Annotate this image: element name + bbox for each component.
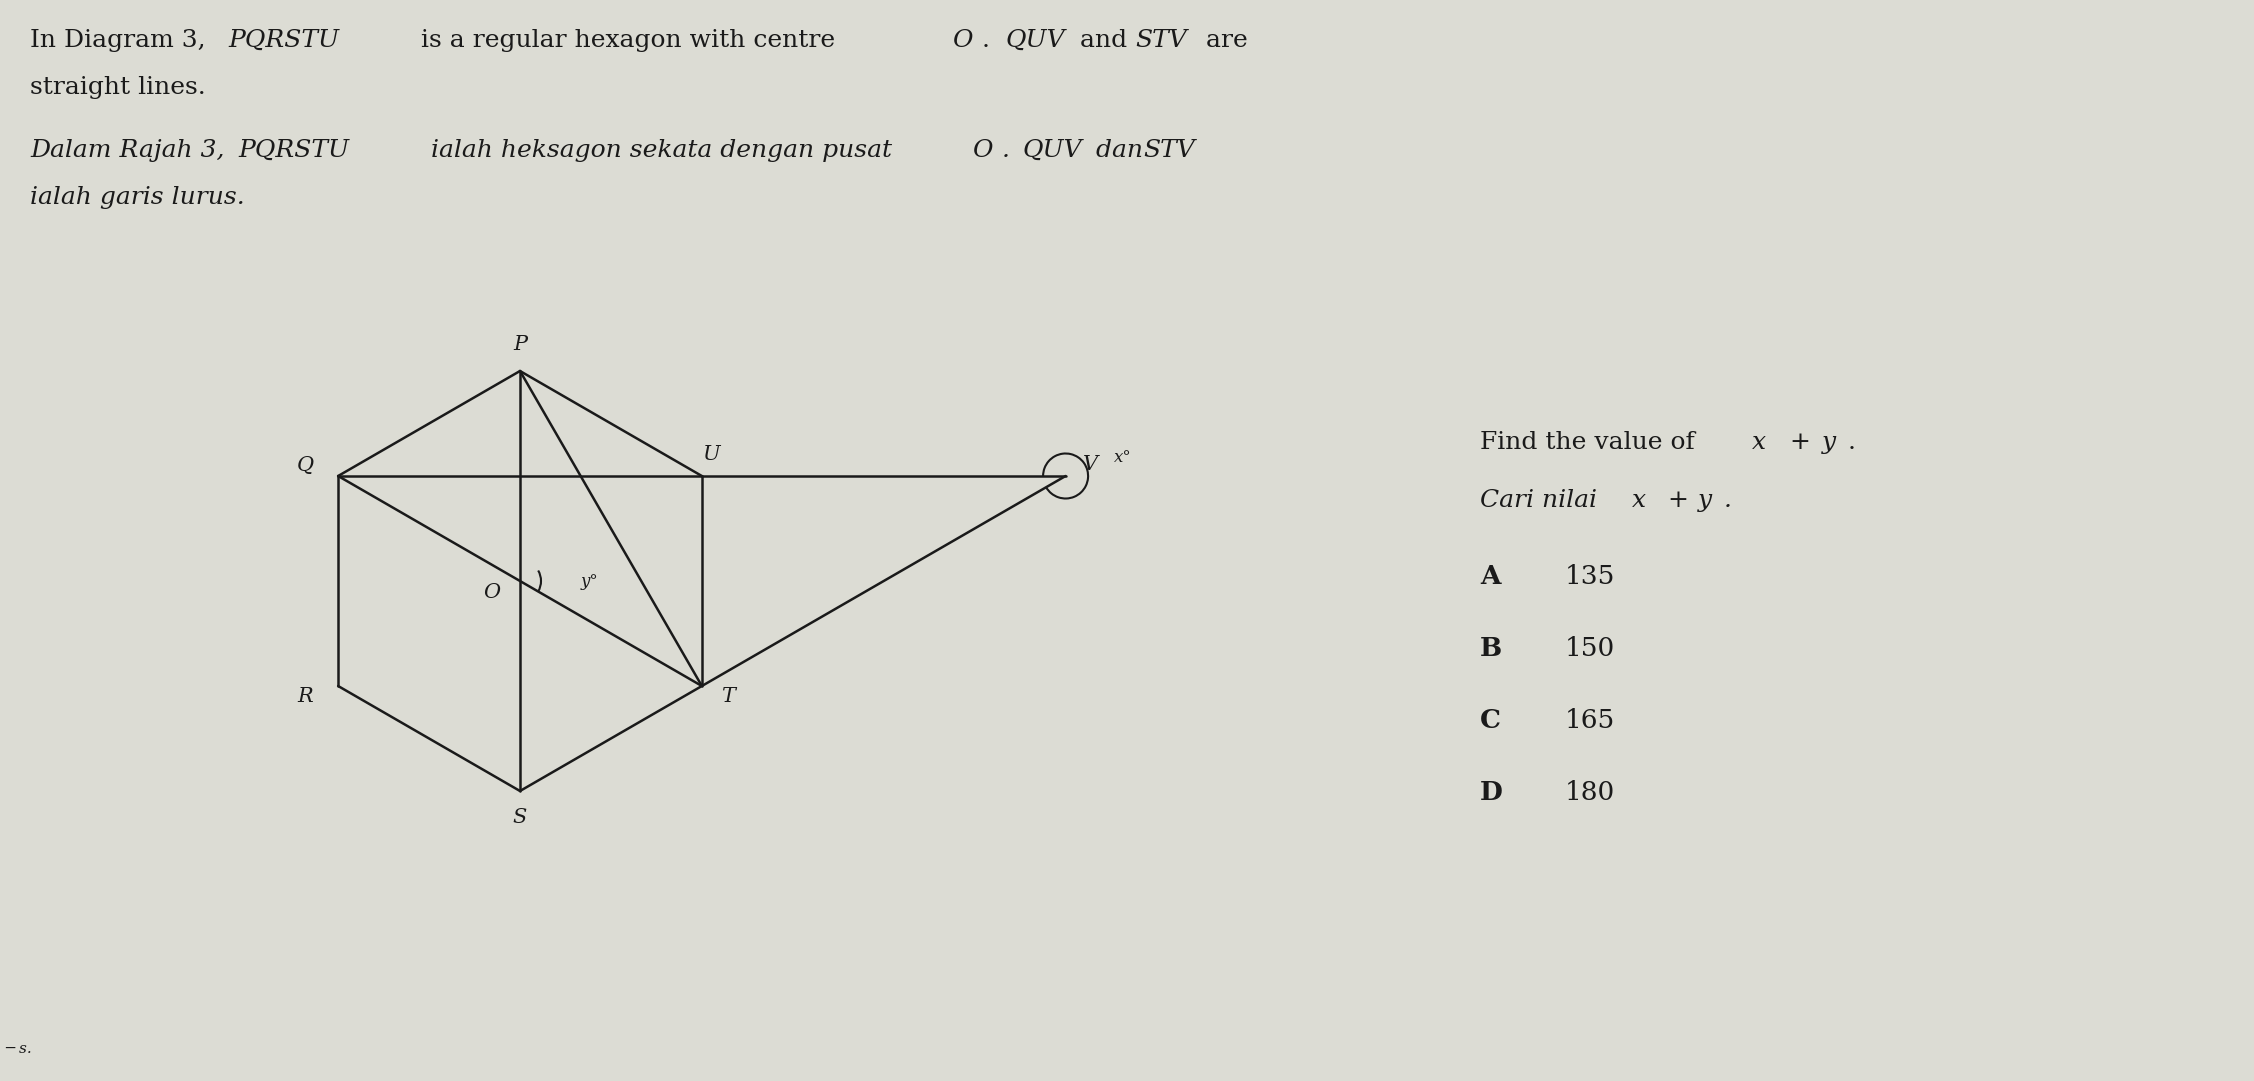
Text: ─ s.: ─ s. (5, 1042, 32, 1056)
Text: ialah garis lurus.: ialah garis lurus. (29, 186, 246, 209)
Text: .: . (1724, 489, 1731, 512)
Text: 165: 165 (1564, 708, 1616, 733)
Text: U: U (701, 444, 719, 464)
Text: y°: y° (582, 573, 600, 589)
Text: O: O (482, 584, 500, 602)
Text: Find the value of: Find the value of (1481, 431, 1702, 454)
Text: R: R (298, 686, 313, 706)
Text: is a regular hexagon with centre: is a regular hexagon with centre (412, 29, 843, 52)
Text: 135: 135 (1564, 564, 1616, 589)
Text: straight lines.: straight lines. (29, 76, 205, 99)
Text: .: . (1003, 139, 1019, 162)
Text: B: B (1481, 636, 1501, 660)
Text: QUV: QUV (1021, 139, 1082, 162)
Text: STV: STV (1136, 29, 1188, 52)
Text: 150: 150 (1564, 636, 1616, 660)
Text: and: and (1073, 29, 1136, 52)
Text: In Diagram 3,: In Diagram 3, (29, 29, 214, 52)
Text: .: . (983, 29, 999, 52)
Text: A: A (1481, 564, 1501, 589)
Text: y: y (1821, 431, 1837, 454)
Text: x°: x° (1113, 449, 1132, 466)
Text: dan: dan (1089, 139, 1152, 162)
Text: Cari nilai: Cari nilai (1481, 489, 1605, 512)
Text: y: y (1697, 489, 1713, 512)
Text: 180: 180 (1564, 780, 1616, 805)
Text: x: x (1632, 489, 1645, 512)
Text: O: O (971, 139, 992, 162)
Text: D: D (1481, 780, 1503, 805)
Text: PQRSTU: PQRSTU (239, 139, 349, 162)
Text: T: T (721, 688, 735, 707)
Text: STV: STV (1143, 139, 1195, 162)
Text: are: are (1197, 29, 1249, 52)
Text: QUV: QUV (1005, 29, 1064, 52)
Text: O: O (951, 29, 971, 52)
Text: S: S (514, 808, 527, 827)
Text: ialah heksagon sekata dengan pusat: ialah heksagon sekata dengan pusat (424, 139, 899, 162)
Text: Dalam Rajah 3,: Dalam Rajah 3, (29, 139, 232, 162)
Text: .: . (1848, 431, 1855, 454)
Text: P: P (514, 335, 527, 355)
Text: C: C (1481, 708, 1501, 733)
Text: V: V (1082, 454, 1098, 473)
Text: +: + (1659, 489, 1697, 512)
Text: +: + (1783, 431, 1819, 454)
Text: PQRSTU: PQRSTU (228, 29, 338, 52)
Text: Q: Q (298, 456, 313, 476)
Text: x: x (1751, 431, 1767, 454)
